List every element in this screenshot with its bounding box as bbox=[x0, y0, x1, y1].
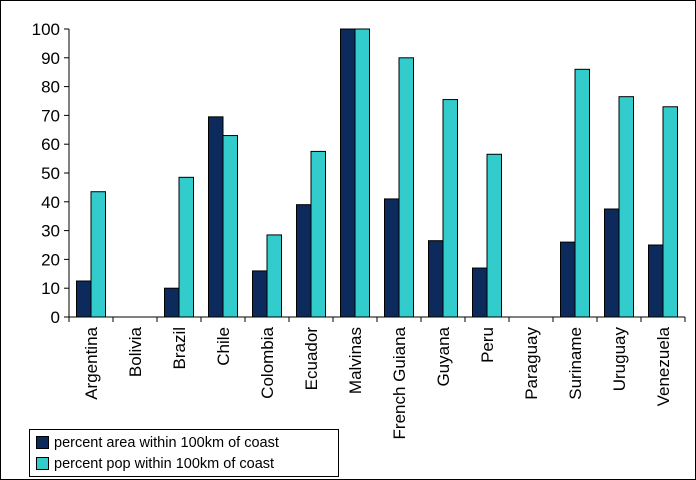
bar-area bbox=[604, 208, 620, 318]
y-tick-label: 30 bbox=[41, 222, 60, 241]
y-tick-label: 0 bbox=[51, 308, 60, 327]
category-label: Chile bbox=[214, 327, 233, 366]
category-label: Malvinas bbox=[346, 327, 365, 394]
category-label: Peru bbox=[478, 327, 497, 363]
bar-area bbox=[76, 280, 92, 318]
legend-swatch-area bbox=[36, 436, 49, 449]
y-tick-label: 10 bbox=[41, 279, 60, 298]
y-tick-label: 100 bbox=[32, 20, 60, 39]
bar-pop bbox=[354, 28, 370, 318]
category-labels: Argentina Bolivia Brazil Chile Colombia Ecuad… bbox=[82, 326, 673, 439]
x-axis-ticks bbox=[68, 317, 686, 322]
bar-pop bbox=[222, 135, 238, 318]
y-tick-label: 40 bbox=[41, 193, 60, 212]
y-tick-label: 60 bbox=[41, 135, 60, 154]
y-tick-label: 50 bbox=[41, 164, 60, 183]
bar-area bbox=[340, 28, 356, 318]
category-label: Brazil bbox=[170, 327, 189, 370]
bar-pop bbox=[178, 176, 194, 318]
bar-area bbox=[164, 287, 180, 318]
bar-area bbox=[472, 267, 488, 318]
bar-area bbox=[208, 116, 224, 318]
legend-swatch-pop bbox=[36, 457, 49, 470]
bar-area bbox=[384, 198, 400, 318]
category-label: Uruguay bbox=[610, 327, 629, 392]
bar-area bbox=[296, 204, 312, 318]
bar-pop bbox=[486, 153, 502, 318]
y-tick-label: 70 bbox=[41, 106, 60, 125]
y-tick-label: 80 bbox=[41, 78, 60, 97]
y-axis-ticks: 0 10 20 30 40 50 60 70 80 90 100 bbox=[32, 20, 69, 327]
bar-pop bbox=[266, 234, 282, 318]
bar-pop bbox=[90, 191, 106, 318]
bar-pop bbox=[442, 99, 458, 318]
bar-area bbox=[252, 270, 268, 318]
y-tick-label: 90 bbox=[41, 49, 60, 68]
category-label: Guyana bbox=[434, 326, 453, 386]
category-label: Venezuela bbox=[654, 326, 673, 406]
bar-pop bbox=[662, 106, 678, 318]
category-label: Colombia bbox=[258, 326, 277, 398]
bar-pop bbox=[310, 150, 326, 318]
legend-label-pop: percent pop within 100km of coast bbox=[54, 455, 275, 472]
legend: percent area within 100km of coast perce… bbox=[29, 429, 339, 477]
bar-area bbox=[560, 241, 576, 318]
bar-pop bbox=[574, 68, 590, 318]
bar-pop bbox=[618, 96, 634, 318]
legend-item-area: percent area within 100km of coast bbox=[36, 432, 332, 453]
legend-label-area: percent area within 100km of coast bbox=[54, 434, 279, 451]
category-label: French Guiana bbox=[390, 326, 409, 439]
bar-pop bbox=[398, 57, 414, 318]
bar-area bbox=[648, 244, 664, 318]
category-label: Bolivia bbox=[126, 326, 145, 377]
category-label: Argentina bbox=[82, 326, 101, 399]
y-tick-label: 20 bbox=[41, 250, 60, 269]
category-label: Suriname bbox=[566, 327, 585, 400]
bar-area bbox=[428, 240, 444, 318]
bars bbox=[76, 28, 678, 318]
category-label: Ecuador bbox=[302, 327, 321, 391]
legend-item-pop: percent pop within 100km of coast bbox=[36, 453, 332, 474]
category-label: Paraguay bbox=[522, 327, 541, 400]
